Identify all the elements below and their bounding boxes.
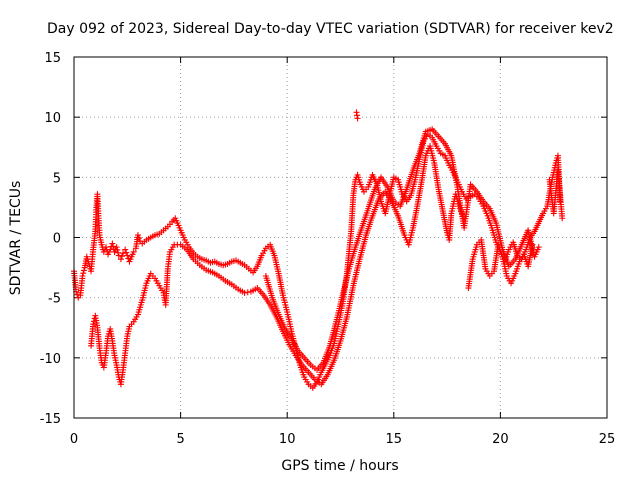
y-tick-label: 5 <box>53 171 61 186</box>
y-tick-label: 0 <box>53 232 61 247</box>
data-point <box>559 215 566 222</box>
grid-lines <box>74 57 607 418</box>
data-point <box>130 248 137 255</box>
data-point <box>241 289 248 296</box>
x-tick-label: 25 <box>599 432 616 447</box>
y-axis-label: SDTVAR / TECUs <box>8 181 24 296</box>
data-point <box>244 289 251 296</box>
x-tick-label: 10 <box>279 432 296 447</box>
data-point <box>80 267 87 274</box>
y-tick-label: 15 <box>44 51 61 66</box>
data-point <box>118 253 125 260</box>
data-point <box>136 235 143 242</box>
axis-ticks: 0 5 10 15 20 25 -15 -10 -5 0 5 10 15 <box>40 51 616 447</box>
data-point <box>114 246 121 253</box>
data-point <box>117 256 124 263</box>
data-point <box>79 273 86 280</box>
data-point <box>90 321 97 328</box>
data-point <box>80 270 87 277</box>
data-point <box>115 252 122 259</box>
y-tick-label: 10 <box>44 111 61 126</box>
data-point <box>110 243 117 250</box>
x-tick-label: 0 <box>70 432 78 447</box>
data-point <box>134 232 141 239</box>
data-point <box>120 250 127 257</box>
x-axis-label: GPS time / hours <box>281 458 398 474</box>
data-point <box>74 291 81 298</box>
plot-frame <box>73 56 608 419</box>
data-point <box>354 115 361 122</box>
data-point <box>113 244 120 251</box>
data-point <box>124 252 131 259</box>
data-point <box>535 244 542 251</box>
data-point <box>123 249 130 256</box>
x-tick-label: 15 <box>386 432 403 447</box>
y-tick-label: -15 <box>40 412 61 427</box>
y-tick-label: -10 <box>40 352 61 367</box>
data-point <box>109 240 116 247</box>
x-tick-label: 5 <box>176 432 184 447</box>
data-points <box>71 109 566 391</box>
y-tick-label: -5 <box>48 292 61 307</box>
chart-title: Day 092 of 2023, Sidereal Day-to-day VTE… <box>47 21 614 37</box>
x-tick-label: 20 <box>492 432 509 447</box>
data-point <box>122 246 129 253</box>
